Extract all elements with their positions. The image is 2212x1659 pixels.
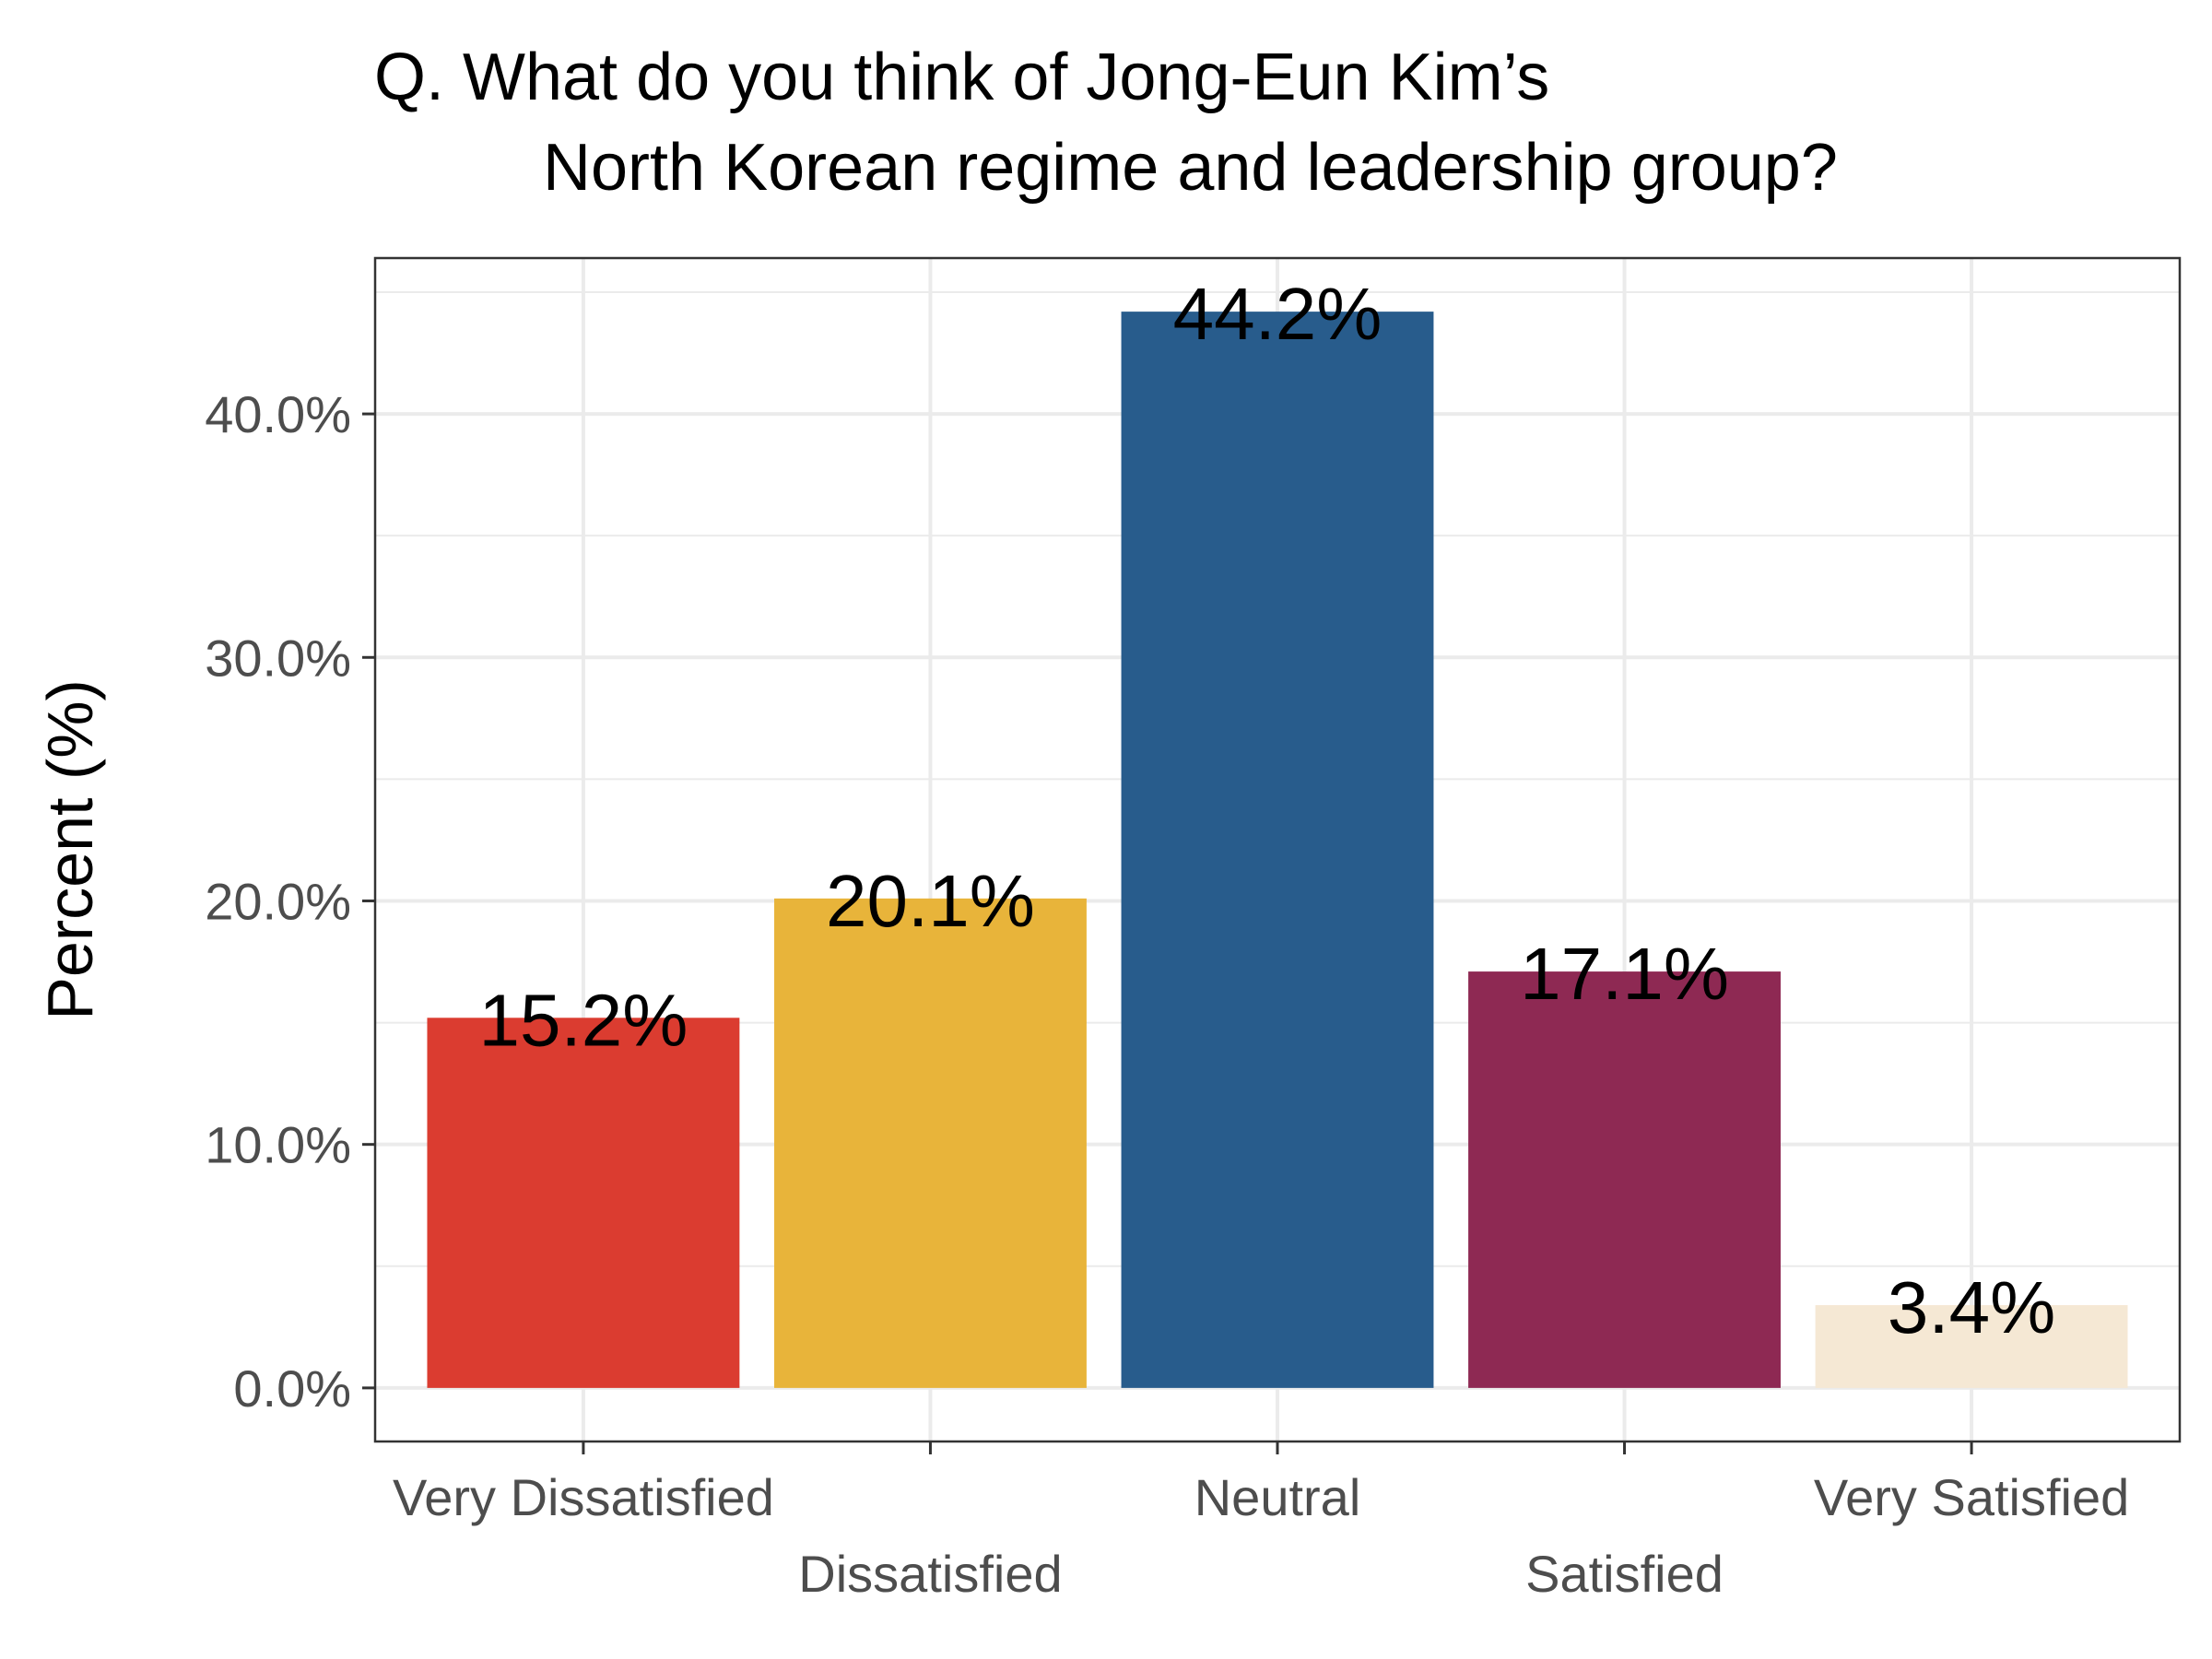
chart-title-line: North Korean regime and leadership group… bbox=[543, 131, 1838, 205]
bar-value-label: 44.2% bbox=[1173, 273, 1382, 355]
bar bbox=[427, 1018, 740, 1388]
bar-value-label: 17.1% bbox=[1520, 933, 1729, 1015]
x-axis: Very Dissatisfied Dissatisfied Neutral Sati… bbox=[393, 1441, 2129, 1603]
bar-value-label: 15.2% bbox=[479, 979, 688, 1061]
x-tick-label: Neutral bbox=[1194, 1468, 1361, 1526]
y-tick-label: 40.0% bbox=[205, 385, 351, 443]
chart-title: Q. What do you think of Jong-Eun Kim’s No… bbox=[374, 41, 1838, 205]
x-tick-label: Dissatisfied bbox=[798, 1545, 1062, 1603]
bar bbox=[774, 898, 1087, 1388]
y-axis: 0.0% 10.0% 20.0% 30.0% 40.0% bbox=[205, 385, 375, 1418]
x-tick-label: Satisfied bbox=[1525, 1545, 1724, 1603]
x-tick-label: Very Dissatisfied bbox=[393, 1468, 774, 1526]
y-tick-label: 30.0% bbox=[205, 629, 351, 687]
y-tick-label: 0.0% bbox=[233, 1359, 351, 1418]
bar-value-label: 20.1% bbox=[826, 860, 1035, 942]
y-tick-label: 20.0% bbox=[205, 872, 351, 930]
x-tick-label: Very Satisfied bbox=[1814, 1468, 2129, 1526]
chart-title-line: Q. What do you think of Jong-Eun Kim’s bbox=[374, 41, 1549, 114]
y-axis-title: Percent (%) bbox=[34, 679, 106, 1020]
bar bbox=[1121, 312, 1434, 1388]
bar bbox=[1815, 1305, 2128, 1388]
bar-value-label: 3.4% bbox=[1888, 1266, 2055, 1348]
y-tick-label: 10.0% bbox=[205, 1116, 351, 1174]
bar bbox=[1468, 971, 1781, 1388]
data-labels: 15.2% 20.1% 44.2% 17.1% 3.4% bbox=[479, 273, 2056, 1348]
bars bbox=[427, 312, 2128, 1388]
